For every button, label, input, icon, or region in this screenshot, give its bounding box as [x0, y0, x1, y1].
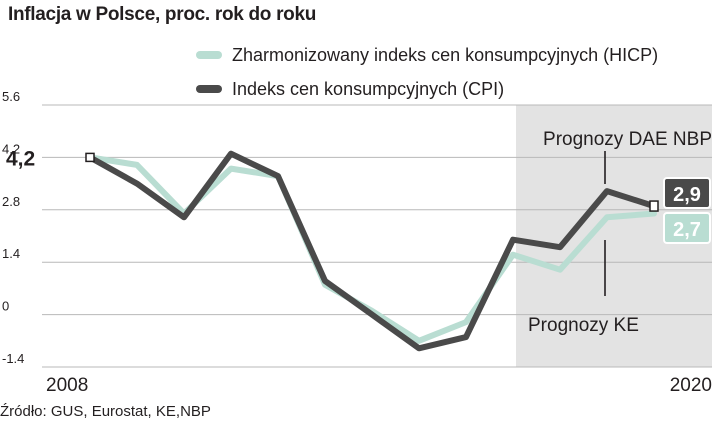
- x-label-start: 2008: [46, 375, 88, 396]
- y-tick-label: 0: [2, 299, 9, 314]
- legend-label-hicp: Zharmonizowany indeks cen konsumpcyjnych…: [232, 44, 659, 65]
- chart-title: Inflacja w Polsce, proc. rok do roku: [8, 4, 317, 25]
- y-tick-label: -1.4: [2, 351, 24, 366]
- annotation-nbp: Prognozy DAE NBP: [543, 129, 712, 150]
- y-tick-label: 2.8: [2, 194, 20, 209]
- end-box-cpi: [663, 177, 711, 209]
- source-note: Źródło: GUS, Eurostat, KE,NBP: [0, 403, 211, 420]
- y-tick-label: 4.2: [2, 141, 20, 156]
- start-value-label: 4,2: [6, 147, 35, 170]
- legend-swatch-hicp: [196, 51, 222, 59]
- legend-swatch-cpi: [196, 85, 222, 93]
- end-value-cpi: 2,9: [673, 184, 701, 206]
- annotation-ke: Prognozy KE: [528, 315, 639, 336]
- y-tick-label: 5.6: [2, 89, 20, 104]
- y-tick-label: 1.4: [2, 246, 20, 261]
- end-marker: [649, 200, 659, 212]
- x-label-end: 2020: [670, 375, 712, 396]
- end-value-hicp: 2,7: [673, 219, 701, 241]
- start-marker: [85, 152, 95, 163]
- series-line-cpi: [87, 150, 657, 352]
- legend: Zharmonizowany indeks cen konsumpcyjnych…: [196, 38, 658, 106]
- legend-item-hicp: Zharmonizowany indeks cen konsumpcyjnych…: [196, 38, 658, 72]
- end-box-hicp: [663, 212, 711, 244]
- legend-label-cpi: Indeks cen konsumpcyjnych (CPI): [232, 78, 505, 99]
- legend-item-cpi: Indeks cen konsumpcyjnych (CPI): [196, 72, 658, 106]
